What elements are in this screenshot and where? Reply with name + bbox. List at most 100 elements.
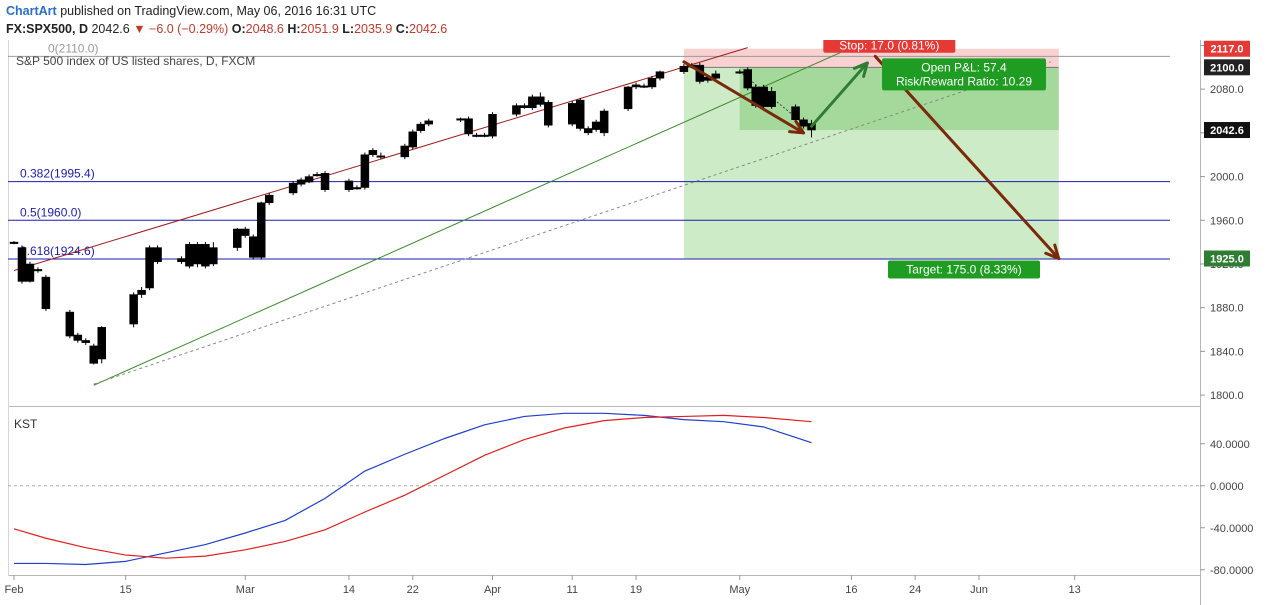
fib-label: 0.618(1924.6) (20, 244, 95, 258)
arrow-head (788, 119, 806, 135)
candle (41, 274, 51, 311)
chart-canvas[interactable]: 0(2110.0) 0.382(1995.4) 0.5(1960.0) 0.618(1… (0, 40, 1270, 605)
candle (9, 241, 19, 245)
candle-body (416, 123, 425, 131)
author-link[interactable]: ChartArt (6, 4, 57, 18)
arrow (810, 61, 869, 128)
fib-label: 0.5(1960.0) (20, 205, 81, 219)
candle (320, 171, 330, 192)
candle-body (25, 263, 35, 282)
kst-pane (8, 412, 1200, 566)
candle (241, 226, 250, 238)
candle (480, 132, 489, 138)
candle-body (193, 244, 202, 265)
time-tick-label: 13 (1069, 584, 1081, 596)
candle-body (488, 114, 497, 137)
main-pane-title: S&P 500 index of US listed shares, D, FX… (16, 54, 255, 68)
candle-body (81, 340, 91, 343)
price-tag-box (1204, 250, 1250, 267)
candle-body (9, 241, 19, 244)
time-tick-label: 16 (845, 584, 857, 596)
price-tick-label: 2080.0 (1210, 84, 1244, 96)
candle-body (424, 120, 433, 125)
candle-body (41, 276, 51, 310)
candle (464, 116, 473, 137)
candle-body (631, 84, 641, 88)
candle (81, 338, 91, 345)
price-axis[interactable]: 1800.01840.01880.01920.01960.02000.02040… (1200, 40, 1244, 402)
time-tick-label: 19 (630, 584, 642, 596)
candle (368, 148, 378, 157)
candle (249, 234, 258, 260)
candle-body (145, 247, 154, 289)
kst-line (13, 414, 812, 559)
candle (33, 267, 43, 273)
candle-body (408, 131, 417, 148)
candle (145, 245, 154, 291)
candle-body (544, 102, 553, 126)
risk-reward-label: Risk/Reward Ratio: 10.29 (896, 74, 1032, 88)
kst-pane-title: KST (14, 417, 38, 431)
candle (711, 70, 721, 81)
candle (759, 84, 768, 109)
candle-body (129, 294, 138, 325)
candle (177, 256, 186, 264)
candle-body (400, 145, 410, 158)
publish-line: ChartArt published on TradingView.com, M… (6, 4, 376, 18)
price-tick-label: 2000.0 (1210, 172, 1244, 184)
price-tag: 2100.0 (1210, 62, 1244, 74)
candle-body (591, 121, 601, 130)
fibonacci-retracement[interactable]: 0(2110.0) 0.382(1995.4) 0.5(1960.0) 0.618(1… (8, 41, 1170, 260)
stop-label-box (823, 40, 956, 53)
candle (17, 245, 27, 284)
candle-body (528, 96, 537, 108)
candle (288, 180, 298, 196)
candle (89, 343, 98, 365)
candle (536, 92, 545, 107)
candle (73, 332, 83, 343)
candle-body (33, 269, 43, 272)
candle (264, 192, 274, 205)
candle-body (256, 202, 266, 258)
candle-body (639, 85, 649, 88)
last-price: 2042.6 (91, 22, 130, 36)
close-label: C: (395, 22, 409, 36)
trendline (93, 47, 852, 386)
candle (129, 292, 138, 328)
candle-body (655, 71, 665, 79)
candle-body (73, 334, 83, 341)
candle-body (153, 247, 162, 263)
candle-body (583, 128, 593, 134)
candle (743, 67, 752, 91)
price-change: ▼ −6.0 (−0.29%) (133, 22, 229, 36)
candle-body (536, 96, 545, 105)
symbol-label: FX:SPX500, D (6, 22, 88, 36)
arrow-head (852, 61, 869, 78)
time-axis[interactable]: Feb 15 Mar 14 22 Apr 11 19 May 16 24 Jun 13 (5, 575, 1081, 596)
candle (575, 97, 585, 131)
candle-body (575, 99, 585, 129)
position-labels: Stop: 17.0 (0.81%) Open P&L: 57.4Risk/Rew… (823, 40, 1046, 279)
time-tick-label: 15 (120, 584, 132, 596)
candle (488, 112, 497, 139)
kst-tick-label: -80.0000 (1210, 565, 1253, 577)
target-label: Target: 175.0 (8.33%) (906, 263, 1021, 277)
chart-header: ChartArt published on TradingView.com, M… (0, 0, 1270, 40)
candle-body (599, 110, 609, 134)
candle-body (512, 105, 521, 115)
price-tag-box (1204, 40, 1250, 57)
candle-body (480, 134, 489, 137)
candle-body (472, 134, 481, 137)
candle-body (679, 65, 689, 72)
candle (201, 242, 210, 269)
price-tag: 1925.0 (1210, 254, 1244, 266)
candle-body (137, 289, 146, 295)
kst-tick-label: 0.0000 (1210, 481, 1244, 493)
candle (799, 117, 808, 129)
candle (344, 178, 354, 192)
candle-body (711, 73, 721, 79)
candle (97, 326, 106, 364)
candle-body (304, 176, 314, 183)
candle (304, 174, 314, 184)
candle-body (376, 155, 386, 158)
